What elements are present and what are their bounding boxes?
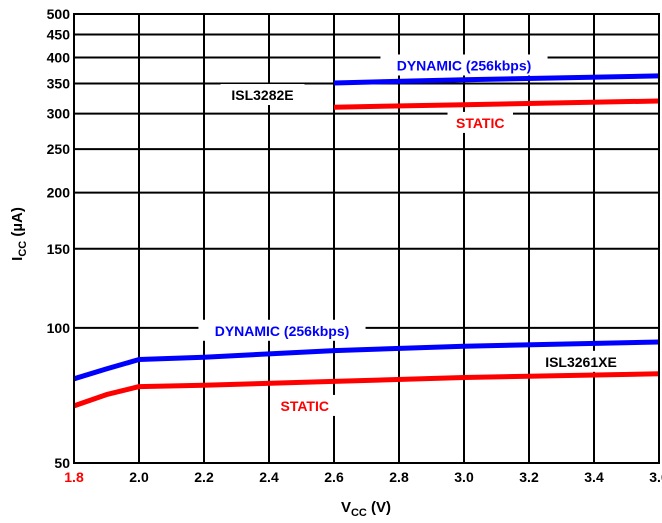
y-axis-label: ICC (µA) (9, 207, 29, 261)
annotation-label: STATIC (281, 398, 329, 414)
y-tick-label: 500 (47, 6, 71, 22)
annotation-label: STATIC (456, 115, 504, 131)
x-tick-label: 3.4 (584, 469, 604, 485)
x-tick-label: 2.2 (194, 469, 214, 485)
y-tick-label: 450 (47, 27, 71, 43)
x-axis-label: VCC (V) (341, 499, 391, 519)
x-tick-label: 2.6 (324, 469, 344, 485)
x-tick-label: 3.0 (454, 469, 474, 485)
annotation-background (198, 319, 366, 341)
x-tick-label: 3.6 (649, 469, 662, 485)
annotation-background (447, 111, 513, 133)
y-tick-label: 150 (47, 241, 71, 257)
x-tick-label: 3.2 (519, 469, 539, 485)
x-tick-label: 2.8 (389, 469, 409, 485)
y-tick-label: 50 (54, 455, 70, 471)
annotation-label: ISL3261XE (545, 354, 617, 370)
series-line-isl3282e-static (333, 98, 660, 110)
y-tick-label: 350 (47, 76, 71, 92)
series-line-isl3261xe-static (73, 371, 660, 409)
x-tick-label: 1.8 (64, 469, 84, 485)
annotation-label: DYNAMIC (256kbps) (215, 323, 350, 339)
y-tick-label: 200 (47, 185, 71, 201)
annotations: ISL3282E DYNAMIC (256kbps) STATIC DYNAMIC (… (198, 54, 628, 416)
y-tick-label: 300 (47, 106, 71, 122)
annotation-label: ISL3282E (231, 87, 293, 103)
annotation-background (380, 54, 548, 76)
series-line-isl3261xe-dynamic (73, 339, 660, 382)
y-tick-label: 400 (47, 50, 71, 66)
series-lines (73, 73, 660, 409)
y-tick-label: 100 (47, 320, 71, 336)
annotation-label: DYNAMIC (256kbps) (397, 57, 532, 73)
x-tick-label: 2.0 (129, 469, 149, 485)
annotation-background (220, 84, 305, 106)
tick-labels: 1.8 2.0 2.2 2.4 2.6 2.8 3.0 3.2 3.4 3.6 50 100 150 20… (47, 6, 662, 485)
annotation-background (272, 394, 338, 416)
series-line-isl3282e-dynamic (333, 73, 660, 86)
x-tick-label: 2.4 (259, 469, 279, 485)
annotation-background (534, 350, 628, 372)
plot-frame (73, 13, 660, 464)
y-tick-label: 250 (47, 141, 71, 157)
